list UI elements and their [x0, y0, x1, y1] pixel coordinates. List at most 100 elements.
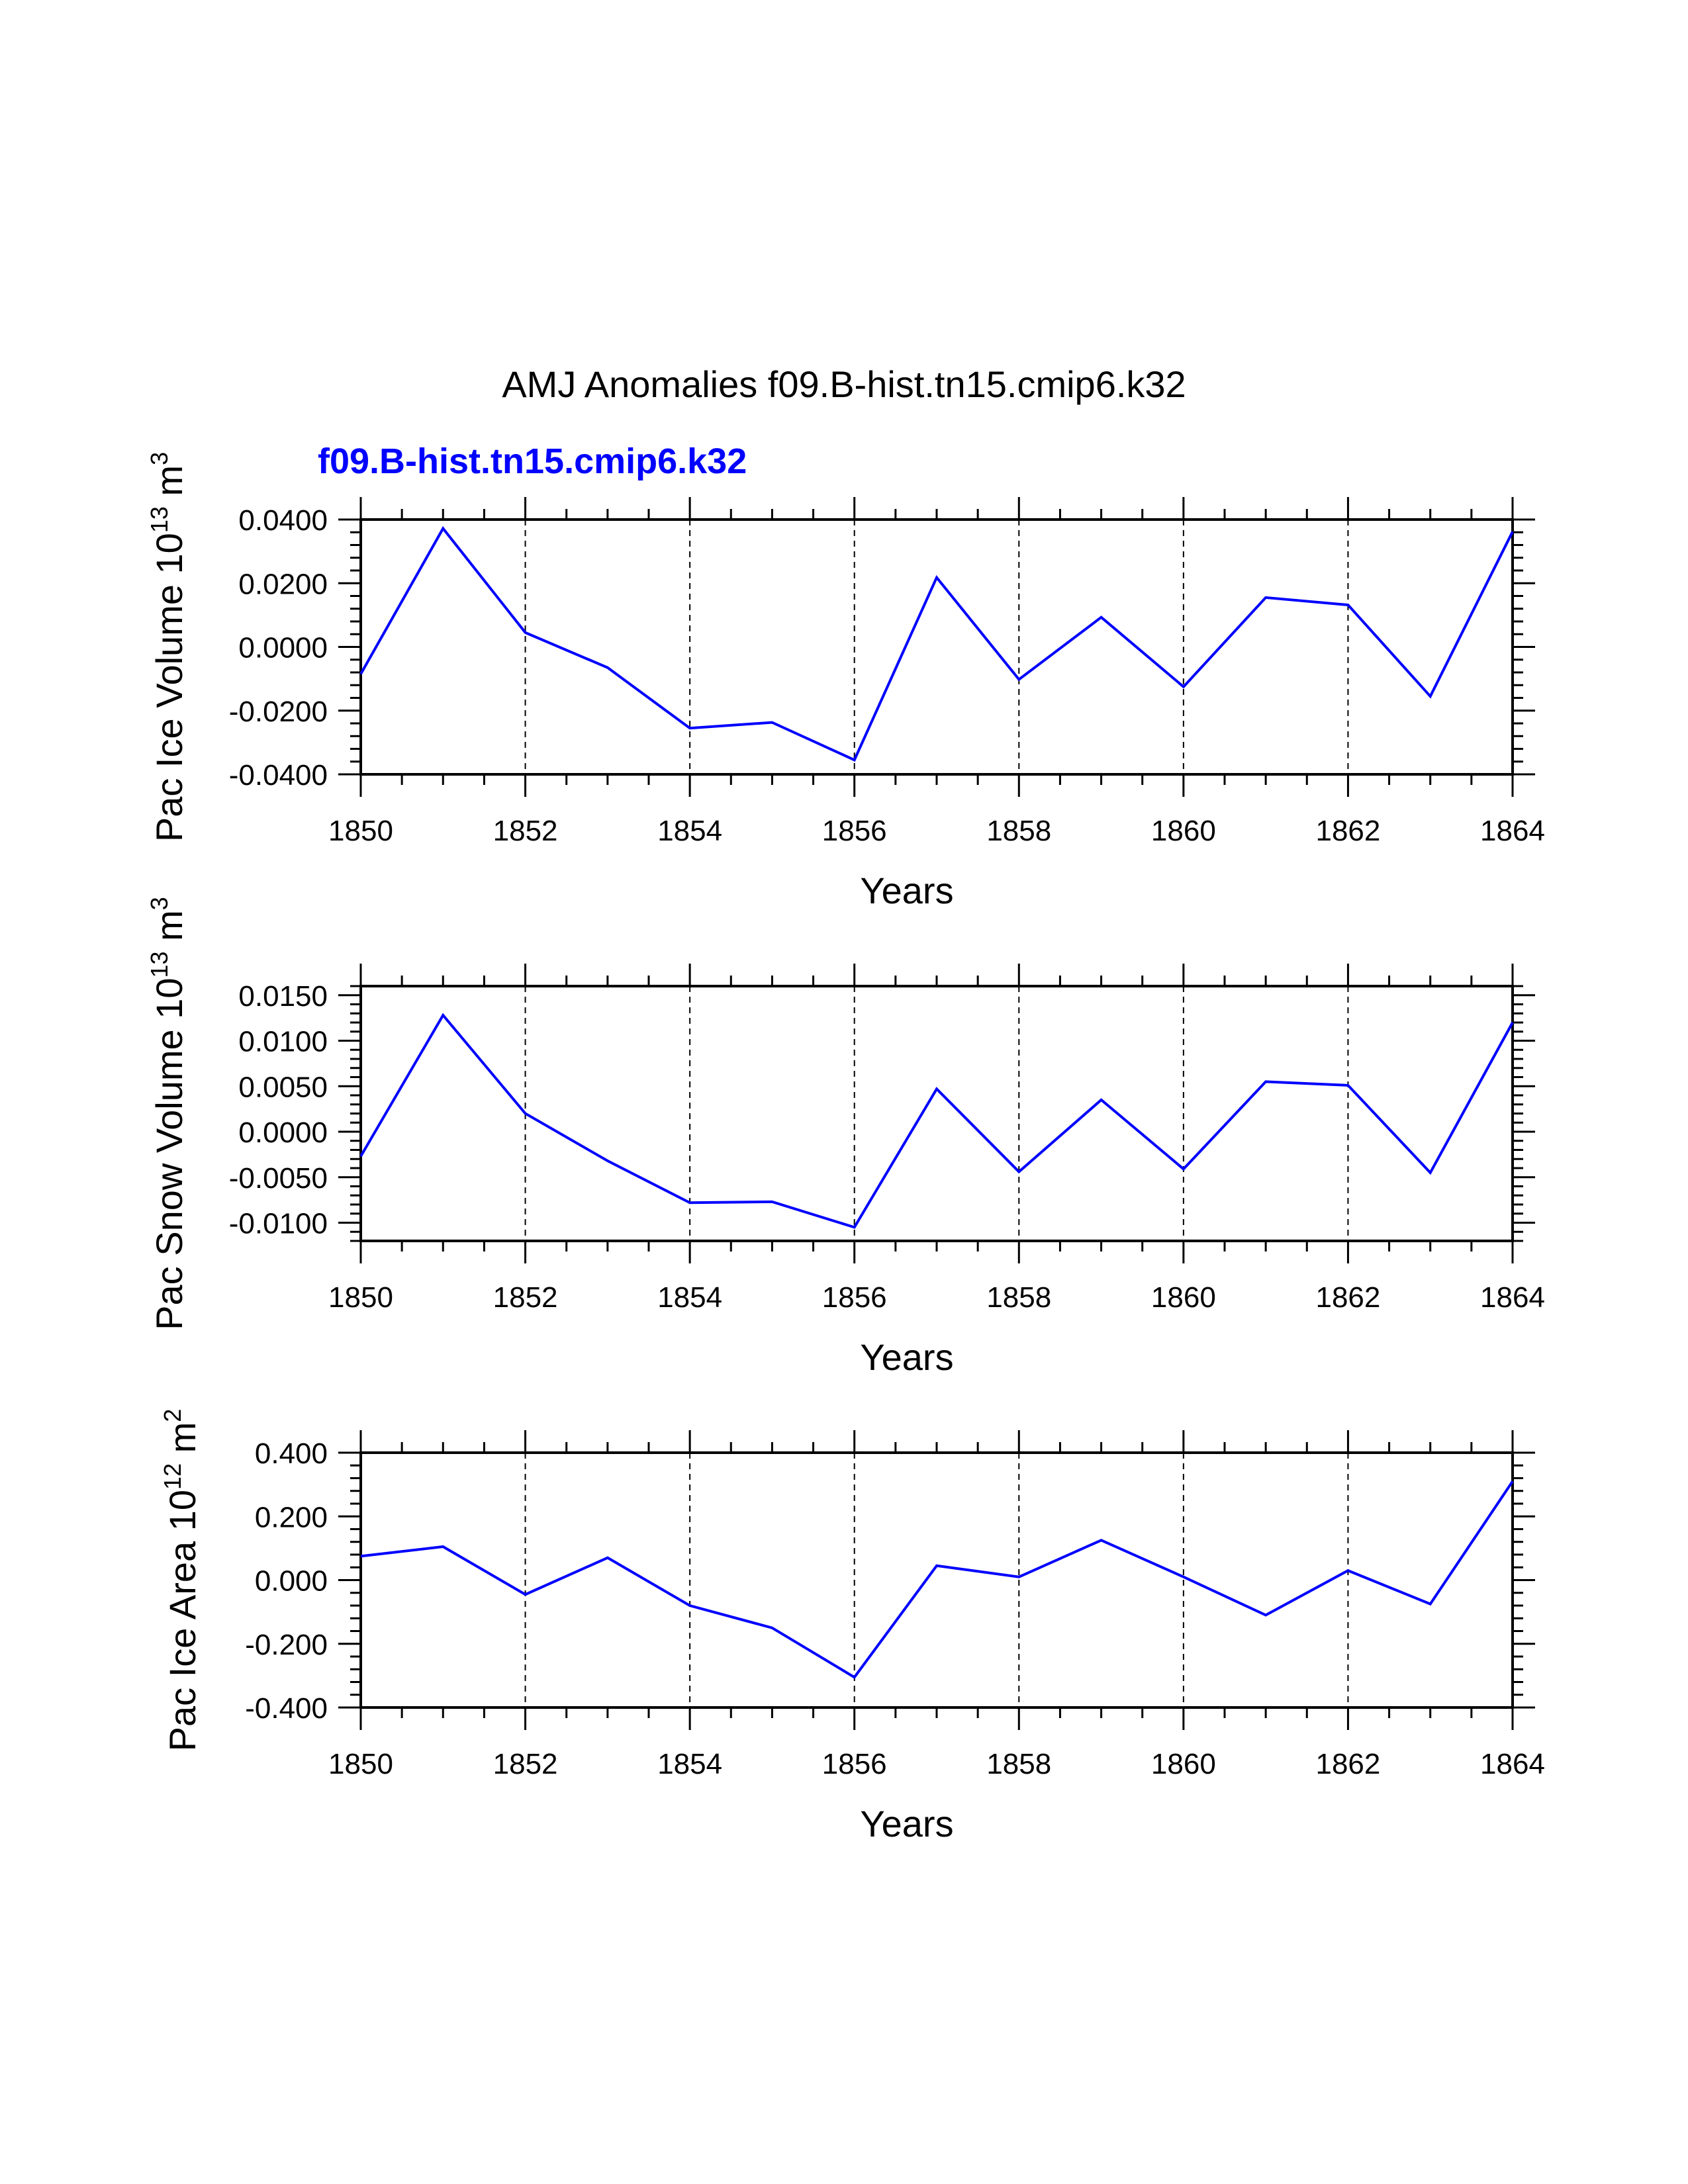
x-axis-title: Years: [860, 870, 953, 911]
data-point: [442, 1545, 444, 1547]
y-axis-title-unit: m: [148, 465, 190, 506]
y-tick-label: -0.400: [245, 1692, 328, 1725]
x-tick-label: 1850: [328, 1281, 393, 1314]
x-tick-label: 1852: [493, 1748, 558, 1780]
data-point: [606, 1160, 608, 1162]
data-point: [1512, 1480, 1514, 1482]
data-point: [936, 576, 938, 578]
x-tick-label: 1854: [657, 1281, 722, 1314]
y-axis-title: Pac Ice Area 1012 m2: [159, 1409, 203, 1752]
y-axis-title-exponent: 12: [159, 1463, 186, 1490]
data-point: [442, 527, 444, 529]
x-tick-label: 1864: [1480, 1748, 1545, 1780]
x-tick-label: 1860: [1151, 1748, 1216, 1780]
data-point: [771, 1627, 773, 1629]
data-point: [689, 1202, 691, 1204]
data-point: [1347, 1570, 1349, 1572]
y-tick-label: -0.200: [245, 1629, 328, 1661]
data-point: [1512, 531, 1514, 533]
plot-frame: [359, 1451, 1514, 1709]
x-tick-label: 1856: [822, 815, 887, 847]
y-tick-label: -0.0100: [229, 1208, 328, 1240]
y-tick-label: -0.0400: [229, 759, 328, 792]
panel-2: 0.0150 0.0100 0.0050 0.0000 -0.0050 -0.0100 18…: [146, 897, 1545, 1378]
y-axis-title-exponent: 13: [146, 506, 173, 533]
data-point: [1182, 1576, 1184, 1578]
data-point: [1182, 686, 1184, 688]
data-point: [1429, 696, 1431, 698]
y-axis-title-exponent: 13: [146, 951, 173, 978]
data-point: [442, 1015, 444, 1017]
y-tick-label: 0.000: [255, 1565, 328, 1598]
x-tick-label: 1860: [1151, 815, 1216, 847]
data-point: [606, 1557, 608, 1559]
data-point: [1100, 616, 1102, 618]
data-point: [524, 1113, 526, 1115]
x-tick-label: 1850: [328, 815, 393, 847]
data-point: [853, 1676, 855, 1678]
data-point: [1018, 1171, 1020, 1173]
figure-title: AMJ Anomalies f09.B-hist.tn15.cmip6.k32: [502, 363, 1186, 405]
y-tick-label: 0.400: [255, 1437, 328, 1470]
data-point: [1512, 1022, 1514, 1024]
data-point: [1265, 596, 1267, 598]
data-point: [1429, 1171, 1431, 1173]
data-point: [689, 727, 691, 729]
data-point: [1429, 1603, 1431, 1605]
x-tick-label: 1850: [328, 1748, 393, 1780]
y-axis-title-unit-exponent: 3: [146, 452, 173, 465]
x-tick-label: 1862: [1315, 815, 1380, 847]
data-point: [1100, 1539, 1102, 1541]
series-line: [359, 1013, 1514, 1229]
data-point: [524, 631, 526, 633]
data-point: [853, 1226, 855, 1228]
data-point: [771, 1201, 773, 1203]
x-axis-title: Years: [860, 1803, 953, 1844]
y-tick-label: 0.0000: [238, 1116, 328, 1149]
data-point: [1018, 678, 1020, 680]
series-line: [359, 525, 1514, 762]
y-axis-title-unit-exponent: 3: [146, 897, 173, 910]
y-axis-title-unit: m: [162, 1422, 203, 1463]
data-point: [360, 673, 362, 675]
x-tick-label: 1854: [657, 815, 722, 847]
x-tick-label: 1864: [1480, 815, 1545, 847]
y-tick-label: 0.0200: [238, 568, 328, 600]
y-tick-label: -0.0200: [229, 696, 328, 728]
x-tick-label: 1862: [1315, 1281, 1380, 1314]
x-tick-label: 1860: [1151, 1281, 1216, 1314]
series-line: [360, 1480, 1514, 1679]
y-axis-title-text: Pac Ice Volume 10: [148, 533, 190, 842]
y-tick-label: 0.0050: [238, 1071, 328, 1103]
data-point: [606, 666, 608, 668]
x-tick-label: 1862: [1315, 1748, 1380, 1780]
y-tick-label: 0.200: [255, 1501, 328, 1533]
x-tick-label: 1852: [493, 1281, 558, 1314]
data-point: [1347, 1084, 1349, 1086]
x-axis-title: Years: [860, 1336, 953, 1378]
data-point: [771, 721, 773, 723]
x-tick-label: 1858: [986, 1748, 1051, 1780]
y-axis-title-unit-exponent: 2: [159, 1409, 186, 1422]
data-point: [524, 1594, 526, 1596]
x-tick-label: 1852: [493, 815, 558, 847]
data-point: [853, 759, 855, 761]
plot-frame: [359, 518, 1514, 776]
x-tick-label: 1858: [986, 815, 1051, 847]
y-tick-label: 0.0100: [238, 1026, 328, 1058]
y-tick-label: 0.0000: [238, 632, 328, 664]
x-tick-label: 1856: [822, 1748, 887, 1780]
data-point: [689, 1605, 691, 1607]
x-tick-label: 1858: [986, 1281, 1051, 1314]
y-axis-title-unit: m: [148, 910, 190, 951]
y-tick-label: 0.0150: [238, 980, 328, 1013]
x-tick-label: 1856: [822, 1281, 887, 1314]
data-point: [360, 1555, 362, 1557]
data-point: [1347, 604, 1349, 606]
case-label: f09.B-hist.tn15.cmip6.k32: [318, 441, 747, 481]
y-tick-label: 0.0400: [238, 504, 328, 537]
